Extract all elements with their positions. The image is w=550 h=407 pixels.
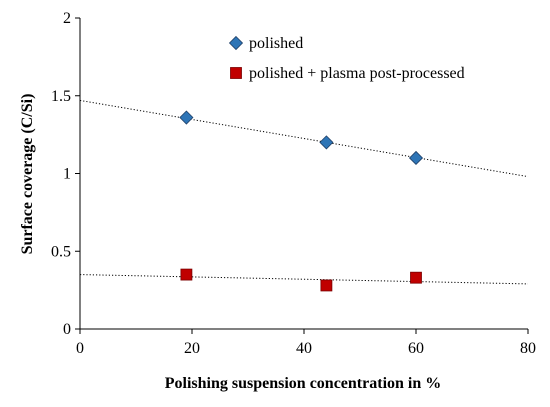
legend-marker-series-1: [228, 35, 244, 51]
y-tick-label: 1.5: [51, 88, 71, 105]
legend: polished polished + plasma post-processed: [228, 35, 465, 82]
legend-label-series-1: polished: [249, 35, 303, 52]
y-tick-label: 1: [63, 166, 71, 183]
x-axis-title: Polishing suspension concentration in %: [165, 375, 442, 392]
trendlines: [79, 99, 529, 285]
x-tick-label: 0: [76, 340, 84, 357]
x-tick-label: 20: [184, 340, 200, 357]
y-tick-label: 2: [63, 10, 71, 27]
x-tick-label: 60: [408, 340, 424, 357]
axes: 00.511.520 20 40 60 80: [51, 10, 536, 357]
x-tick-label: 40: [296, 340, 312, 357]
data-point-series-2: [180, 268, 193, 281]
y-tick-label: 0.5: [51, 243, 71, 260]
y-axis-title: Surface coverage (C/Si): [19, 94, 36, 255]
y-tick-label: 0: [63, 321, 71, 338]
legend-label-series-2: polished + plasma post-processed: [249, 65, 465, 82]
data-point-series-1: [319, 135, 334, 150]
trendline-series-2: [79, 274, 529, 285]
data-point-series-2: [320, 279, 333, 292]
x-tick-label: 80: [520, 340, 536, 357]
legend-marker-series-2: [230, 67, 242, 79]
data-points: [179, 110, 424, 292]
trendline-series-1: [79, 99, 529, 178]
data-point-series-1: [408, 150, 424, 166]
data-point-series-1: [179, 110, 194, 125]
data-point-series-2: [410, 271, 422, 284]
